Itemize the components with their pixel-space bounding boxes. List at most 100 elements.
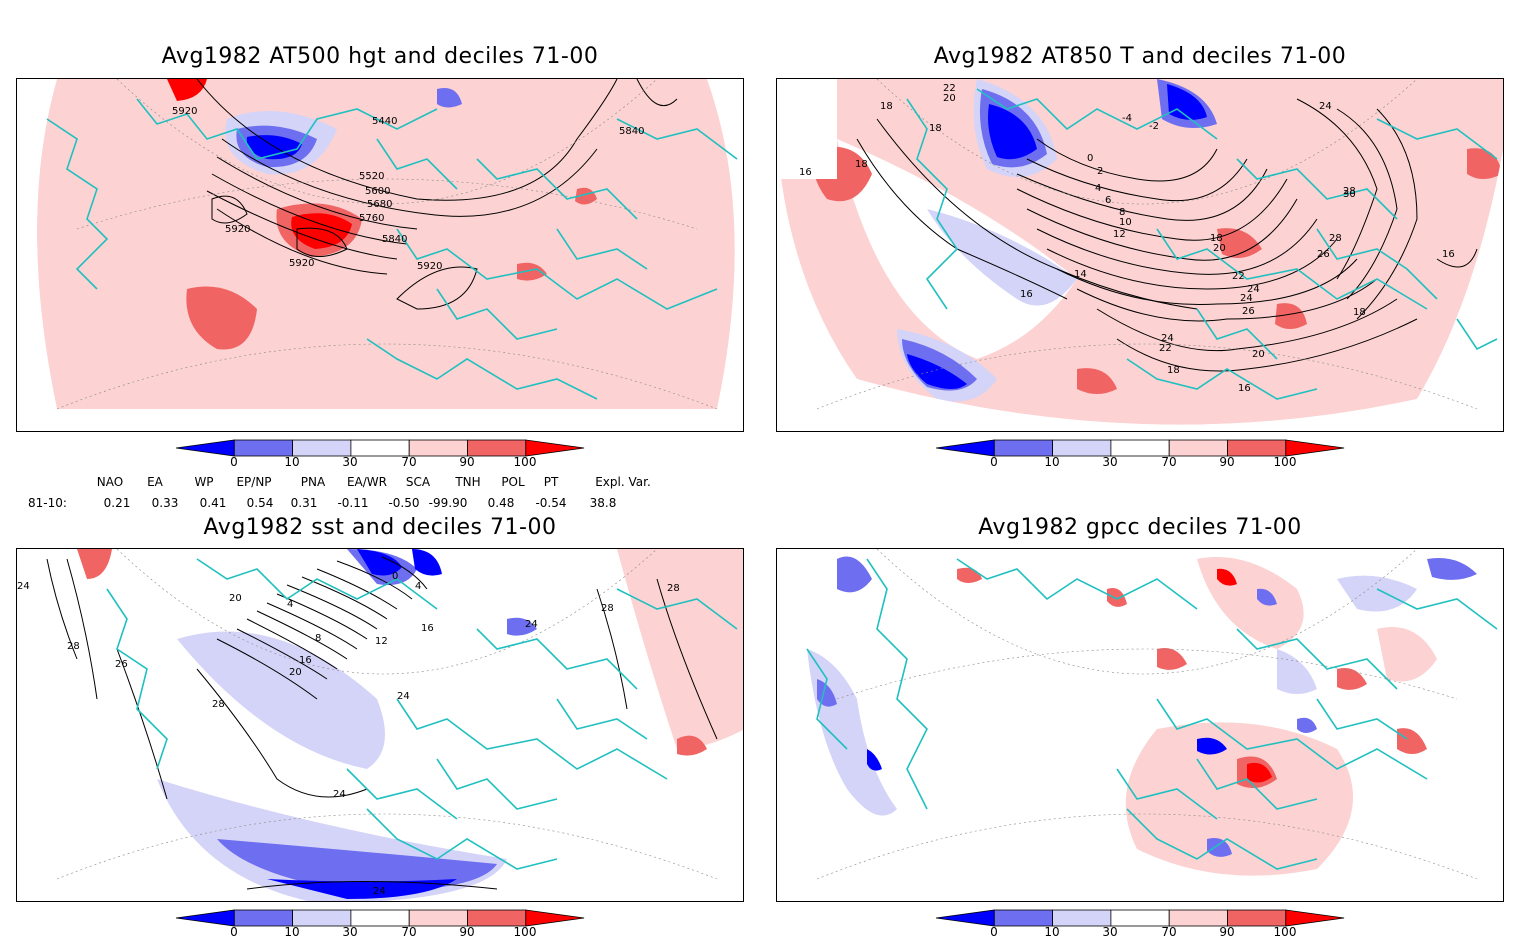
contour-label: 5680: [367, 199, 392, 210]
contour-labels: 5920 5440 5840 5520 5600 5680 5760 5840 …: [172, 106, 644, 272]
contour-label: 24: [1319, 101, 1332, 112]
contour-label: 18: [855, 159, 868, 170]
contour-label: 20: [229, 593, 242, 604]
contour-label: 5840: [382, 234, 407, 245]
contour-labels: 22 20 18 18 16 18 -4 -2 0 2 4 6 8 10 12 …: [799, 83, 1455, 394]
index-value: -0.50: [388, 496, 420, 510]
map-t850: 22 20 18 18 16 18 -4 -2 0 2 4 6 8 10 12 …: [776, 78, 1504, 432]
index-header: TNH: [455, 475, 481, 489]
index-value: -0.11: [337, 496, 369, 510]
map-hgt500: 5920 5440 5840 5520 5600 5680 5760 5840 …: [16, 78, 744, 432]
contour-label: 24: [373, 886, 386, 897]
colorbar-swatches: [175, 439, 585, 457]
contour-label: 28: [1329, 233, 1342, 244]
contour-label: -2: [1149, 121, 1159, 132]
colorbar-tick-label: 30: [1102, 455, 1118, 469]
contour-label: 28: [601, 603, 614, 614]
index-header: EP/NP: [236, 475, 272, 489]
colorbar-swatch: [467, 439, 527, 457]
contour-label: 16: [799, 167, 812, 178]
contour-label: 12: [1113, 229, 1126, 240]
contour-label: 28: [67, 641, 80, 652]
contour-label: 12: [375, 636, 388, 647]
colorbar-tick-label: 0: [230, 925, 238, 939]
index-value: -0.54: [535, 496, 567, 510]
contour-label: 5920: [225, 224, 250, 235]
contour-label: 5520: [359, 171, 384, 182]
map-hgt500-svg: 5920 5440 5840 5520 5600 5680 5760 5840 …: [17, 79, 743, 431]
colorbar-tick-label: 70: [1161, 925, 1177, 939]
contour-label: 24: [397, 691, 410, 702]
colorbar-tick-label: 100: [1273, 455, 1297, 469]
contour-label: 8: [1119, 207, 1125, 218]
contour-label: 5760: [359, 213, 384, 224]
contour-labels: 24 28 20 4 8 12 16 20 24 26 28 24 28 28 …: [17, 571, 680, 897]
contour-label: 20: [943, 93, 956, 104]
index-header: PNA: [300, 475, 326, 489]
colorbar-tick-label: 0: [990, 925, 998, 939]
colorbar-tick-label: 100: [1273, 925, 1297, 939]
contour-label: 24: [1247, 284, 1260, 295]
colorbar-tick-label: 70: [401, 925, 417, 939]
colorbar-swatch: [1227, 439, 1287, 457]
contour-label: -4: [1122, 113, 1132, 124]
index-value: 0.48: [487, 496, 515, 510]
colorbar-tick-label: 70: [401, 455, 417, 469]
colorbar-tick-label: 30: [342, 925, 358, 939]
contour-label: 10: [1119, 217, 1132, 228]
colorbar-swatch: [292, 439, 352, 457]
contour-label: 20: [1213, 243, 1226, 254]
colorbar-swatch: [993, 909, 1053, 927]
index-header: EA: [147, 475, 163, 489]
map-sst: 24 28 20 4 8 12 16 20 24 26 28 24 28 28 …: [16, 548, 744, 902]
colorbar-swatch: [350, 439, 410, 457]
colorbar-tick-label: 90: [459, 455, 475, 469]
contour-label: 5840: [619, 126, 644, 137]
colorbar-tick-label: 90: [459, 925, 475, 939]
colorbar-swatch: [408, 439, 468, 457]
contour-label: 5920: [172, 106, 197, 117]
contour-label: 4: [287, 599, 293, 610]
index-value: 0.31: [290, 496, 318, 510]
map-sst-svg: 24 28 20 4 8 12 16 20 24 26 28 24 28 28 …: [17, 549, 743, 901]
contour-label: 22: [943, 83, 956, 94]
colorbar-top-right: 0 10 30 70 90 100: [935, 438, 1346, 478]
colorbar-tick-label: 90: [1219, 925, 1235, 939]
colorbar-swatch: [1110, 439, 1170, 457]
index-value: -99.90: [428, 496, 468, 510]
colorbar-arrow-left: [175, 909, 235, 927]
contour-label: 22: [1159, 343, 1172, 354]
contour-label: 24: [1240, 293, 1253, 304]
contour-label: 18: [1167, 365, 1180, 376]
map-gpcc-svg: [806, 549, 1498, 880]
colorbar-swatches: [175, 909, 585, 927]
colorbar-bottom-right: 0 10 30 70 90 100: [935, 908, 1346, 940]
colorbar-arrow-left: [935, 909, 995, 927]
contour-label: 26: [115, 659, 128, 670]
colorbar-tick-label: 10: [1044, 455, 1060, 469]
contour-label: 4: [1095, 183, 1101, 194]
contour-label: 2: [1097, 166, 1103, 177]
colorbar-tick-label: 70: [1161, 455, 1177, 469]
colorbar-swatch: [467, 909, 527, 927]
contour-label: 6: [1105, 195, 1111, 206]
contour-label: 18: [1210, 233, 1223, 244]
contour-label: 28: [667, 583, 680, 594]
contour-label: 24: [1161, 333, 1174, 344]
colorbar-tick-label: 100: [513, 455, 537, 469]
index-header: NAO: [96, 475, 124, 489]
panel-title-t850: Avg1982 AT850 T and deciles 71-00: [933, 44, 1347, 69]
colorbar-top-left: 0 10 30 70 90 100: [175, 438, 586, 478]
contour-label: 4: [415, 581, 421, 592]
gpcc-patches: [807, 556, 1477, 876]
contour-label: 20: [289, 667, 302, 678]
panel-title-hgt: Avg1982 AT500 hgt and deciles 71-00: [161, 44, 599, 69]
colorbar-bottom-left: 0 10 30 70 90 100: [175, 908, 586, 940]
colorbar-tick-label: 90: [1219, 455, 1235, 469]
index-value: 0.54: [246, 496, 274, 510]
colorbar-tick-label: 10: [1044, 925, 1060, 939]
contour-label: 26: [1317, 249, 1330, 260]
contour-label: 24: [333, 789, 346, 800]
contour-label: 22: [1232, 271, 1245, 282]
contour-label: 16: [299, 655, 312, 666]
